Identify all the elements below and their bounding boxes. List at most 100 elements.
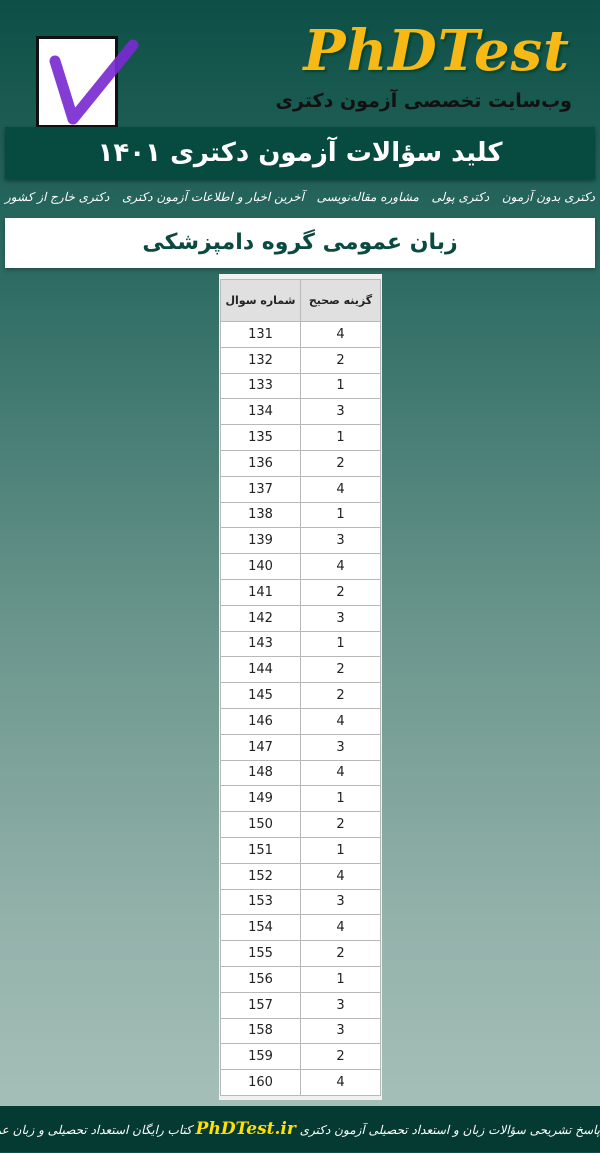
question-number-cell: 155 xyxy=(220,940,301,967)
table-row: 135 1 xyxy=(220,424,381,451)
table-row: 148 4 xyxy=(220,759,381,787)
correct-answer-cell: 4 xyxy=(300,759,381,787)
question-number-cell: 142 xyxy=(220,604,301,632)
correct-answer-cell: 1 xyxy=(300,501,381,529)
correct-answer-cell: 4 xyxy=(300,707,381,735)
table-row: 136 2 xyxy=(220,449,381,477)
header-question-number: شماره سوال xyxy=(220,279,301,322)
correct-answer-cell: 2 xyxy=(300,940,381,967)
correct-answer-cell: 3 xyxy=(300,733,381,761)
question-number-cell: 145 xyxy=(220,682,301,709)
question-number-cell: 138 xyxy=(220,501,301,529)
correct-answer-cell: 1 xyxy=(300,424,381,451)
question-number-cell: 139 xyxy=(220,527,301,555)
correct-answer-cell: 1 xyxy=(300,372,381,400)
footer-text-start: پاسخ تشریحی سؤالات زبان و استعداد تحصیلی… xyxy=(299,1123,600,1137)
question-number-cell: 133 xyxy=(220,372,301,400)
table-row: 145 2 xyxy=(220,682,381,709)
question-number-cell: 136 xyxy=(220,449,301,477)
nav-item-abroad[interactable]: دکتری خارج از کشور xyxy=(5,190,110,204)
question-number-cell: 156 xyxy=(220,965,301,993)
nav-item-article-consulting[interactable]: مشاوره مقاله‌نویسی xyxy=(316,190,419,204)
question-number-cell: 134 xyxy=(220,398,301,426)
correct-answer-cell: 1 xyxy=(300,965,381,993)
question-number-cell: 131 xyxy=(220,321,301,348)
table-row: 160 4 xyxy=(220,1069,381,1096)
correct-answer-cell: 3 xyxy=(300,527,381,555)
correct-answer-cell: 4 xyxy=(300,475,381,503)
correct-answer-cell: 4 xyxy=(300,914,381,942)
question-number-cell: 141 xyxy=(220,578,301,606)
question-number-cell: 137 xyxy=(220,475,301,503)
answer-key-table: شماره سوال گزینه صحیح 131 4 132 2 133 1 134 3 13… xyxy=(219,274,382,1100)
table-row: 143 1 xyxy=(220,630,381,658)
correct-answer-cell: 2 xyxy=(300,811,381,838)
table-row: 158 3 xyxy=(220,1017,381,1045)
logo xyxy=(36,36,139,128)
question-number-cell: 140 xyxy=(220,553,301,580)
correct-answer-cell: 3 xyxy=(300,888,381,916)
nav-item-paid[interactable]: دکتری پولی xyxy=(431,190,490,204)
brand-logo-text: PhDTest xyxy=(303,18,570,84)
page-title: کلید سؤالات آزمون دکتری ۱۴۰۱ xyxy=(5,127,595,179)
correct-answer-cell: 2 xyxy=(300,449,381,477)
section-title: زبان عمومی گروه دامپزشکی xyxy=(5,218,595,268)
tagline: وب‌سایت تخصصی آزمون دکتری xyxy=(275,90,572,112)
correct-answer-cell: 2 xyxy=(300,682,381,709)
table-row: 152 4 xyxy=(220,862,381,890)
table-row: 146 4 xyxy=(220,707,381,735)
table-row: 141 2 xyxy=(220,578,381,606)
correct-answer-cell: 4 xyxy=(300,1069,381,1096)
correct-answer-cell: 4 xyxy=(300,553,381,580)
question-number-cell: 132 xyxy=(220,346,301,374)
checkmark-box-icon xyxy=(49,39,139,125)
nav-item-no-exam[interactable]: دکتری بدون آزمون xyxy=(501,190,595,204)
table-row: 133 1 xyxy=(220,372,381,400)
question-number-cell: 148 xyxy=(220,759,301,787)
correct-answer-cell: 4 xyxy=(300,862,381,890)
correct-answer-cell: 1 xyxy=(300,836,381,864)
footer-banner[interactable]: پاسخ تشریحی سؤالات زبان و استعداد تحصیلی… xyxy=(0,1106,600,1152)
table-row: 137 4 xyxy=(220,475,381,503)
table-row: 153 3 xyxy=(220,888,381,916)
table-row: 132 2 xyxy=(220,346,381,374)
question-number-cell: 159 xyxy=(220,1043,301,1071)
question-number-cell: 149 xyxy=(220,785,301,813)
question-number-cell: 143 xyxy=(220,630,301,658)
table-row: 151 1 xyxy=(220,836,381,864)
table-row: 149 1 xyxy=(220,785,381,813)
table-row: 144 2 xyxy=(220,656,381,684)
correct-answer-cell: 1 xyxy=(300,630,381,658)
question-number-cell: 144 xyxy=(220,656,301,684)
question-number-cell: 160 xyxy=(220,1069,301,1096)
table-row: 150 2 xyxy=(220,811,381,838)
correct-answer-cell: 2 xyxy=(300,656,381,684)
question-number-cell: 154 xyxy=(220,914,301,942)
correct-answer-cell: 3 xyxy=(300,1017,381,1045)
nav-item-news[interactable]: آخرین اخبار و اطلاعات آزمون دکتری xyxy=(121,190,304,204)
question-number-cell: 153 xyxy=(220,888,301,916)
footer-brand[interactable]: PhDTest.ir xyxy=(195,1119,296,1139)
question-number-cell: 150 xyxy=(220,811,301,838)
question-number-cell: 135 xyxy=(220,424,301,451)
table-row: 139 3 xyxy=(220,527,381,555)
table-row: 155 2 xyxy=(220,940,381,967)
header-correct-answer: گزینه صحیح xyxy=(300,279,381,322)
nav-bar: دکتری بدون آزمون دکتری پولی مشاوره مقاله… xyxy=(5,190,595,212)
table-row: 159 2 xyxy=(220,1043,381,1071)
question-number-cell: 158 xyxy=(220,1017,301,1045)
question-number-cell: 151 xyxy=(220,836,301,864)
table-row: 156 1 xyxy=(220,965,381,993)
table-row: 138 1 xyxy=(220,501,381,529)
correct-answer-cell: 1 xyxy=(300,785,381,813)
correct-answer-cell: 2 xyxy=(300,346,381,374)
question-number-cell: 157 xyxy=(220,991,301,1019)
question-number-cell: 146 xyxy=(220,707,301,735)
correct-answer-cell: 2 xyxy=(300,578,381,606)
correct-answer-cell: 4 xyxy=(300,321,381,348)
table-row: 142 3 xyxy=(220,604,381,632)
question-number-cell: 152 xyxy=(220,862,301,890)
correct-answer-cell: 2 xyxy=(300,1043,381,1071)
question-number-cell: 147 xyxy=(220,733,301,761)
correct-answer-cell: 3 xyxy=(300,398,381,426)
